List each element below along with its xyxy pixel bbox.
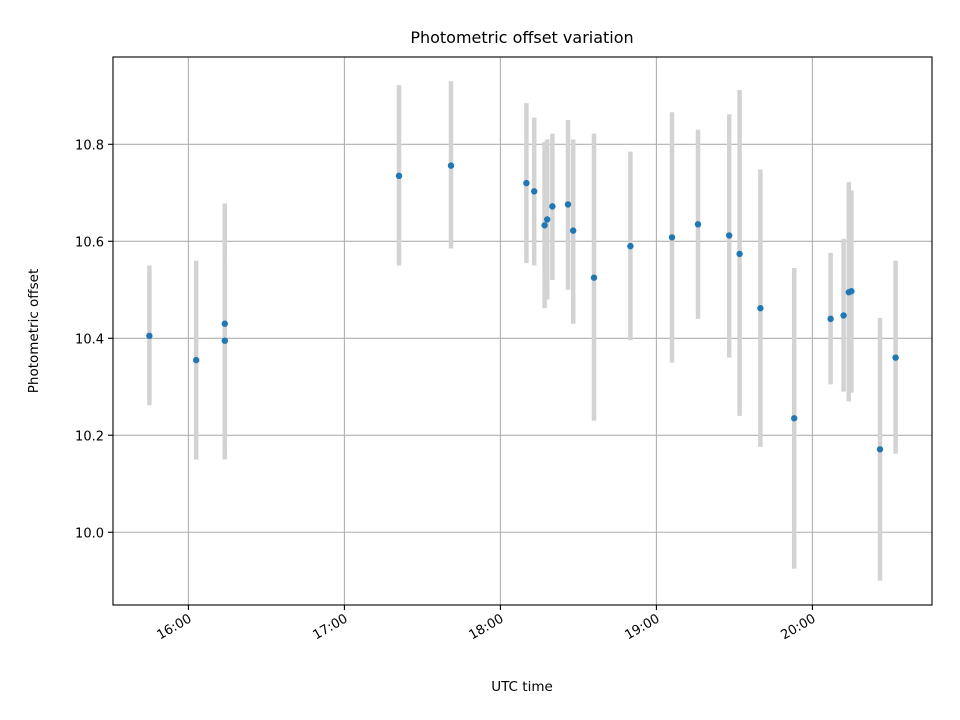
data-point bbox=[848, 288, 855, 295]
data-point bbox=[544, 216, 551, 223]
y-tick-label: 10.4 bbox=[75, 332, 104, 347]
data-point bbox=[549, 203, 556, 210]
data-point bbox=[840, 312, 847, 319]
data-points bbox=[146, 162, 899, 453]
data-point bbox=[395, 172, 403, 180]
y-axis-label: Photometric offset bbox=[26, 269, 42, 393]
data-point bbox=[892, 354, 899, 361]
data-point bbox=[221, 320, 228, 327]
data-point bbox=[523, 179, 530, 187]
data-point bbox=[627, 242, 634, 250]
data-point bbox=[791, 415, 798, 422]
data-point bbox=[221, 337, 228, 344]
data-point bbox=[193, 356, 200, 364]
data-point bbox=[694, 221, 702, 228]
data-point bbox=[570, 227, 577, 234]
chart-title: Photometric offset variation bbox=[410, 28, 633, 47]
grid bbox=[113, 57, 932, 605]
data-point bbox=[827, 315, 834, 323]
data-point bbox=[531, 188, 538, 195]
data-point bbox=[541, 222, 548, 229]
plot-frame bbox=[112, 56, 933, 606]
y-tick-label: 10.0 bbox=[75, 526, 104, 541]
data-point bbox=[564, 201, 572, 208]
data-point bbox=[146, 332, 153, 340]
data-point bbox=[736, 250, 743, 258]
x-axis-label: UTC time bbox=[491, 679, 553, 695]
y-tick-label: 10.6 bbox=[75, 235, 104, 250]
y-tick-label: 10.8 bbox=[75, 138, 104, 153]
data-point bbox=[590, 274, 598, 281]
data-point bbox=[668, 234, 676, 241]
data-point bbox=[447, 162, 455, 169]
data-point bbox=[726, 232, 733, 239]
y-tick-label: 10.2 bbox=[75, 429, 104, 444]
data-point bbox=[757, 305, 764, 312]
data-point bbox=[876, 446, 884, 453]
